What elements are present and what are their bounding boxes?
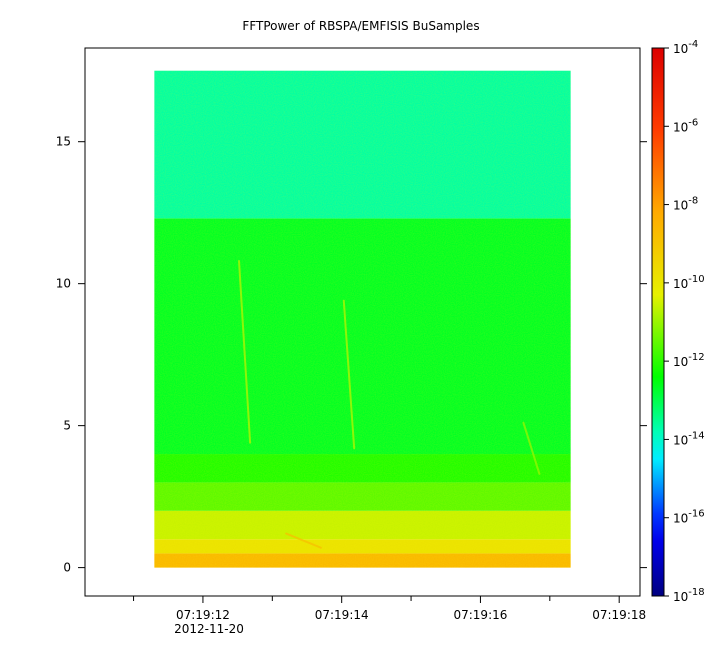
x-tick-label-1: 07:19:14: [315, 608, 369, 622]
spectrogram-feature-2: [522, 421, 541, 475]
y-tick-label-0: 0: [63, 561, 71, 575]
spectrogram-feature-0: [238, 259, 252, 444]
spectrogram-texture: [154, 70, 571, 568]
colorbar-tick-label-5: 10-14: [673, 430, 705, 447]
x-tick-label-0: 07:19:12: [176, 608, 230, 622]
x-tick-label-3: 07:19:18: [592, 608, 646, 622]
colorbar-tick-label-3: 10-10: [673, 274, 705, 291]
spectrogram-feature-3: [285, 532, 322, 549]
x-axis: 07:19:12 07:19:14 07:19:16 07:19:18: [133, 596, 646, 622]
colorbar-tick-label-1: 10-6: [673, 117, 698, 134]
y-tick-label-2: 10: [56, 277, 71, 291]
spectrogram-feature-1: [342, 299, 356, 450]
colorbar-gradient: [651, 47, 665, 597]
chart-title: FFTPower of RBSPA/EMFISIS BuSamples: [242, 19, 479, 33]
colorbar-tick-label-4: 10-12: [673, 352, 705, 369]
plot-frame: [84, 47, 641, 597]
y-tick-label-1: 5: [63, 419, 71, 433]
x-date-label: 2012-11-20: [174, 622, 244, 636]
colorbar-tick-label-0: 10-4: [673, 39, 698, 56]
colorbar: 10-4 10-6 10-8 10-10 10-12 10-14 10-16 10-18: [651, 39, 705, 604]
plot-layer: [154, 70, 571, 568]
colorbar-tick-label-6: 10-16: [673, 509, 705, 526]
colorbar-tick-label-2: 10-8: [673, 196, 698, 213]
y-tick-label-3: 15: [56, 135, 71, 149]
colorbar-tick-label-7: 10-18: [673, 587, 705, 604]
y-axis: 0 5 10 15: [56, 135, 647, 575]
x-tick-label-2: 07:19:16: [453, 608, 507, 622]
